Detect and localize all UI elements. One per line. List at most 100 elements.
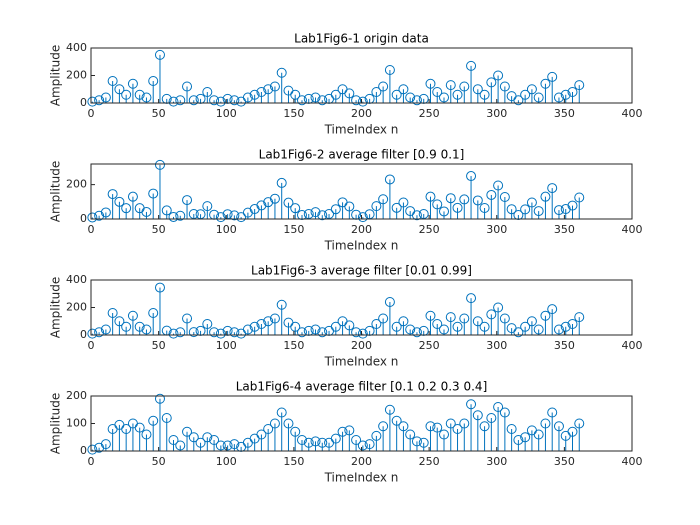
x-tick-label: 100 <box>216 339 237 352</box>
x-tick-label: 150 <box>283 107 304 120</box>
y-tick-label: 100 <box>66 417 87 430</box>
stem-marker <box>182 426 193 437</box>
stem-marker <box>411 95 422 106</box>
stem-marker <box>486 309 497 320</box>
stem-marker <box>560 204 571 215</box>
stem-marker <box>493 70 504 81</box>
stem-marker <box>553 205 564 216</box>
stem-marker <box>384 65 395 75</box>
stem-marker <box>276 177 287 188</box>
plot-area <box>91 396 632 451</box>
stem-marker <box>520 321 531 332</box>
stem-marker <box>256 319 267 329</box>
stem-marker <box>290 426 301 437</box>
stem-marker <box>357 328 368 339</box>
stem-marker <box>466 60 477 71</box>
x-tick-label: 200 <box>351 223 372 236</box>
stem-marker <box>553 421 564 432</box>
stem-marker <box>472 195 483 206</box>
x-tick-label: 300 <box>486 223 507 236</box>
stem-marker <box>134 89 145 100</box>
stem-marker <box>127 191 138 202</box>
stem-marker <box>94 95 105 106</box>
stem-marker <box>100 207 111 218</box>
stem-marker <box>256 87 267 97</box>
stem-marker <box>182 81 193 92</box>
stem-marker <box>391 89 402 100</box>
stem-marker <box>175 210 186 221</box>
stem-marker <box>168 211 179 222</box>
stem-marker <box>215 328 226 339</box>
stem-marker <box>87 212 98 223</box>
stem-marker <box>94 210 105 221</box>
stem-marker <box>276 407 287 418</box>
stem-marker <box>405 324 416 335</box>
stem-marker <box>209 327 220 338</box>
x-axis-label: TimeIndex n <box>324 123 399 137</box>
stem-marker <box>526 197 537 208</box>
stem-marker <box>330 89 341 100</box>
stem-marker <box>378 194 389 205</box>
stem-marker <box>202 87 213 97</box>
stem-marker <box>202 432 213 443</box>
y-axis-label: Amplitude <box>49 161 63 223</box>
stem-marker <box>513 327 524 338</box>
stem-marker <box>459 313 470 324</box>
stem-marker <box>290 321 301 332</box>
stem-marker <box>391 202 402 213</box>
stem-marker <box>506 204 517 215</box>
stem-marker <box>195 437 206 448</box>
stem-marker <box>296 435 307 445</box>
stem-marker <box>574 192 585 203</box>
stem-marker <box>513 95 524 106</box>
stem-marker <box>452 89 463 100</box>
x-tick-label: 100 <box>216 223 237 236</box>
y-axis-label: Amplitude <box>49 277 63 339</box>
stem-marker <box>378 81 389 92</box>
stem-marker <box>459 418 470 429</box>
stem-marker <box>154 49 165 60</box>
x-tick-label: 150 <box>283 455 304 468</box>
stem-marker <box>134 321 145 332</box>
stem-marker <box>425 78 436 89</box>
stem-marker <box>161 205 172 216</box>
stem-marker <box>439 206 450 217</box>
stem-marker <box>425 310 436 321</box>
stem-marker <box>161 413 172 423</box>
stem-marker <box>432 87 443 97</box>
plot-area <box>91 48 632 103</box>
stem-marker <box>405 92 416 103</box>
stem-marker <box>499 313 510 324</box>
stem-marker <box>215 440 226 451</box>
y-tick-label: 0 <box>80 328 87 341</box>
stem-marker <box>310 92 321 103</box>
stem-marker <box>371 319 382 329</box>
stem-marker <box>229 327 240 338</box>
stem-marker <box>553 324 564 335</box>
stem-marker <box>229 210 240 221</box>
y-tick-label: 200 <box>66 301 87 314</box>
x-tick-label: 400 <box>622 339 643 352</box>
x-tick-label: 150 <box>283 223 304 236</box>
stem-marker <box>121 203 132 214</box>
stem-marker <box>425 191 436 202</box>
stem-marker <box>100 92 111 103</box>
stem-marker <box>432 319 443 329</box>
stem-marker <box>263 197 274 208</box>
stem-marker <box>567 200 578 211</box>
stem-marker <box>330 433 341 444</box>
stem-marker <box>479 321 490 332</box>
stem-marker <box>182 195 193 206</box>
x-axis-label: TimeIndex n <box>324 239 399 253</box>
stem-marker <box>533 324 544 335</box>
x-tick-label: 200 <box>351 107 372 120</box>
stem-marker <box>493 180 504 191</box>
stem-marker <box>317 437 328 448</box>
stem-marker <box>540 78 551 89</box>
stem-marker <box>344 320 355 331</box>
stem-marker <box>310 436 321 447</box>
stem-marker <box>567 426 578 437</box>
stem-marker <box>459 81 470 92</box>
stem-marker <box>398 316 409 327</box>
stem-marker <box>439 429 450 440</box>
